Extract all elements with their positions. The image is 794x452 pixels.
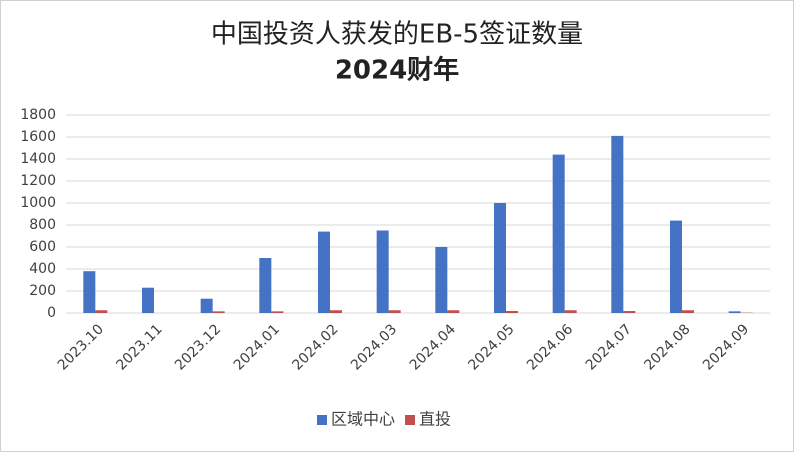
bar: [435, 247, 448, 313]
y-tick-label: 0: [47, 305, 56, 321]
bar: [330, 310, 342, 313]
bar: [506, 311, 518, 313]
bar: [271, 311, 284, 313]
y-tick-label: 1600: [20, 129, 56, 145]
y-tick-label: 400: [29, 261, 56, 277]
y-tick-label: 600: [29, 239, 56, 255]
bar: [670, 220, 682, 313]
bar: [552, 154, 565, 313]
y-tick-label: 1200: [20, 173, 56, 189]
legend-swatch: [405, 415, 416, 425]
bar: [388, 310, 401, 313]
legend-label: 直投: [419, 410, 451, 429]
legend-label: 区域中心: [331, 410, 395, 429]
y-tick-label: 1400: [20, 151, 56, 167]
bar: [682, 310, 694, 313]
bar: [611, 135, 624, 313]
chart-title: 中国投资人获发的EB-5签证数量: [211, 20, 583, 50]
legend-swatch: [317, 415, 327, 425]
bar: [564, 310, 577, 313]
bar: [212, 311, 225, 313]
bar: [376, 230, 389, 313]
bar: [83, 271, 96, 313]
y-tick-label: 1800: [20, 107, 56, 123]
bar: [259, 258, 272, 313]
bar: [200, 298, 213, 313]
y-tick-label: 200: [29, 283, 56, 299]
bar: [728, 311, 741, 313]
y-tick-label: 1000: [20, 195, 56, 211]
y-tick-label: 800: [29, 217, 56, 233]
bar: [142, 287, 154, 313]
bar: [95, 310, 108, 313]
bar: [494, 203, 506, 313]
bar: [447, 310, 460, 313]
bar: [623, 311, 636, 313]
chart-subtitle: 2024财年: [335, 55, 459, 86]
bar: [318, 231, 330, 313]
